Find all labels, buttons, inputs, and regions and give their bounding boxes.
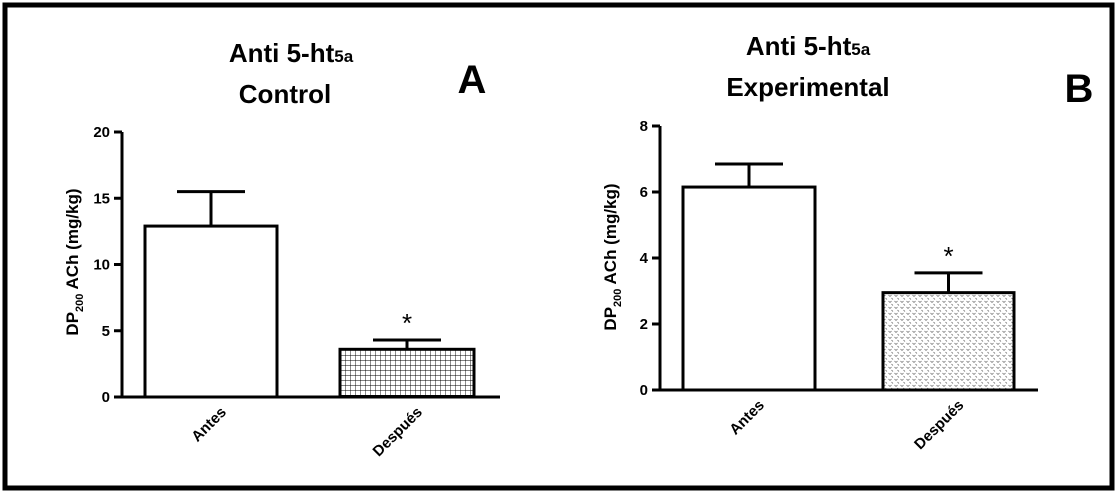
panel-b-error-bar-0 [715, 162, 783, 188]
panel-b-title-sub: 5a [851, 40, 870, 59]
panel-b: Anti 5-ht5a Experimental B DP200 ACh (mg… [601, 31, 1093, 453]
panel-b-error-bar-1 [914, 271, 983, 293]
panel-b-y-tick-label-2: 4 [640, 250, 649, 267]
panel-b-y-tick-label-1: 2 [640, 316, 648, 333]
panel-a-y-tick-label-4: 20 [93, 124, 110, 141]
panel-a-y-tick-label-3: 15 [93, 190, 110, 207]
panel-b-y-tick-label-4: 8 [640, 118, 648, 135]
panel-b-bar-1 [881, 291, 1016, 392]
panel-a-title-main: Anti 5-ht [229, 38, 335, 68]
panel-a-x-tick-label-1: Después [370, 404, 426, 460]
panel-b-x-tick-label-1: Después [911, 397, 967, 453]
panel-b-bar-0 [681, 185, 817, 392]
panel-a-ylabel-rest: ACh (mg/kg) [63, 188, 82, 293]
panel-a-y-tick-label-1: 5 [102, 323, 110, 340]
panel-a-ylabel-main: DP [63, 312, 82, 336]
panel-b-y-tick-label-0: 0 [640, 382, 648, 399]
panel-a-bar-1 [338, 347, 476, 399]
panel-b-ylabel-main: DP [601, 307, 620, 331]
panel-a-error-bar-0 [177, 190, 245, 227]
panel-a-y-tick-label-2: 10 [93, 257, 110, 274]
panel-a-bar-0 [143, 224, 279, 399]
panel-b-y-axis-label: DP200 ACh (mg/kg) [601, 183, 624, 330]
panel-a-letter: A [458, 58, 487, 102]
panel-b-significance-1: * [943, 241, 953, 271]
panel-a-title-line2: Control [239, 79, 331, 109]
panel-b-ylabel-rest: ACh (mg/kg) [601, 183, 620, 288]
panel-a-marks: Antes * Después 0 5 10 15 20 [93, 124, 500, 460]
panel-b-letter: B [1065, 67, 1094, 111]
panel-a-error-bar-1 [373, 338, 441, 350]
panel-b-title-main: Anti 5-ht [746, 31, 852, 61]
panel-a-y-axis-label: DP200 ACh (mg/kg) [63, 188, 86, 335]
panel-a-x-tick-label-0: Antes [188, 404, 229, 445]
panel-b-title-line2: Experimental [726, 72, 889, 102]
panel-b-x-tick-label-0: Antes [726, 397, 767, 438]
panel-a: Anti 5-ht5a Control A DP200 ACh (mg/kg) … [63, 38, 500, 460]
panel-b-marks: Antes * Después 0 2 4 6 8 [640, 118, 1038, 453]
panel-b-ylabel-sub: 200 [612, 289, 624, 307]
panel-a-ylabel-sub: 200 [74, 294, 86, 312]
panel-a-title-sub: 5a [334, 47, 353, 66]
panel-b-title-line1: Anti 5-ht5a [746, 31, 871, 61]
panel-a-title-line1: Anti 5-ht5a [229, 38, 354, 68]
panel-a-y-tick-label-0: 0 [102, 389, 110, 406]
panel-a-significance-1: * [402, 308, 412, 338]
panel-b-y-tick-label-3: 6 [640, 184, 648, 201]
